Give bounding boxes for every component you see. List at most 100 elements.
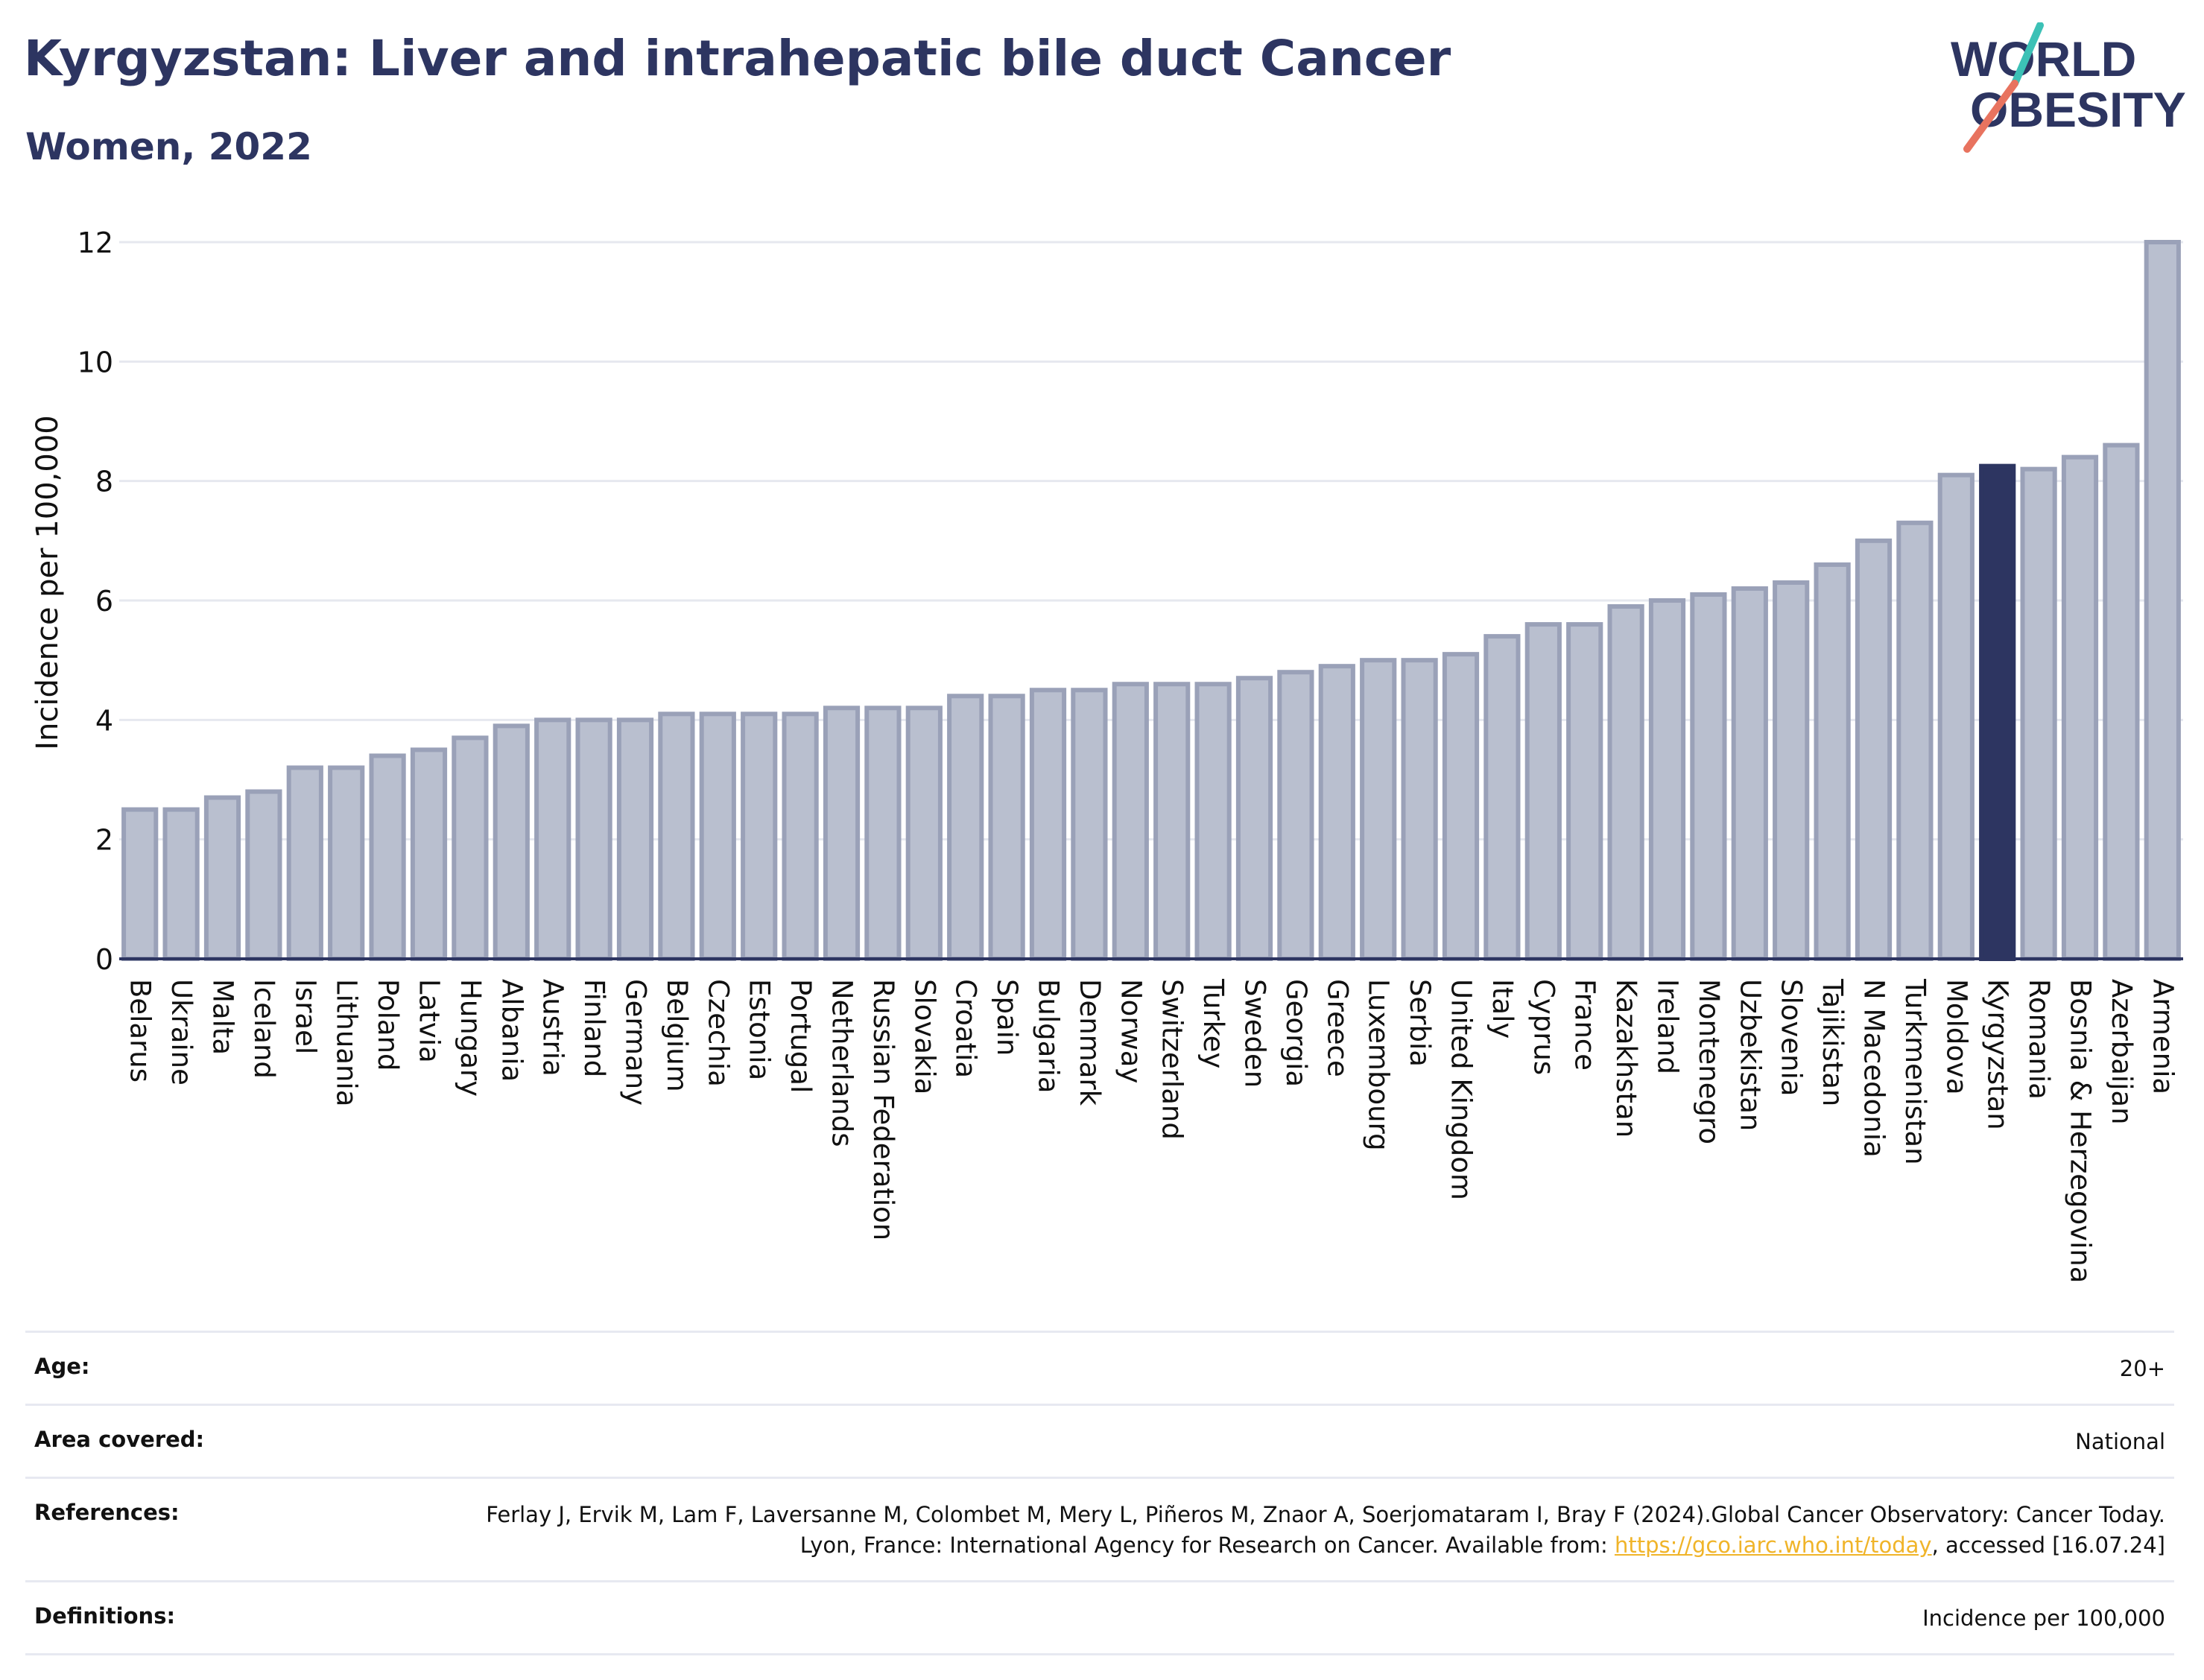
bar-hungary: [452, 735, 489, 962]
x-tick-label: Kazakhstan: [1610, 979, 1642, 1138]
chart-subtitle: Women, 2022: [25, 125, 312, 168]
bar-united-kingdom: [1442, 652, 1480, 962]
x-tick-label: Israel: [289, 979, 321, 1054]
info-table: Age: 20+ Area covered: National Referenc…: [25, 1331, 2174, 1655]
bar-czechia: [699, 711, 736, 961]
bars: [121, 240, 2181, 962]
bar-turkey: [1194, 682, 1232, 961]
bar-spain: [988, 694, 1025, 961]
bar-greece: [1318, 664, 1355, 962]
bar-moldova: [1937, 472, 1975, 961]
x-tick-label: Poland: [372, 979, 404, 1071]
x-tick-label: Hungary: [455, 979, 487, 1097]
bar-germany: [616, 717, 654, 961]
bar-latvia: [410, 747, 448, 962]
x-tick-label: Luxembourg: [1363, 979, 1395, 1151]
x-tick-label: Romania: [2023, 979, 2055, 1100]
x-tick-label: Malta: [207, 979, 239, 1055]
x-tick-label: Austria: [537, 979, 569, 1077]
references-link[interactable]: https://gco.iarc.who.int/today: [1614, 1532, 1932, 1558]
y-tick-labels: 0 2 4 6 8 10 12: [77, 226, 113, 976]
x-tick-label: Tajikistan: [1817, 978, 1849, 1106]
chart-title: Kyrgyzstan: Liver and intrahepatic bile …: [24, 30, 1451, 87]
bar-cyprus: [1524, 622, 1562, 961]
bar-albania: [493, 723, 530, 961]
x-tick-label: France: [1569, 979, 1601, 1071]
bar-austria: [534, 717, 571, 961]
x-tick-label: Georgia: [1280, 979, 1312, 1087]
bar-france: [1566, 622, 1603, 961]
references-label: References:: [34, 1500, 180, 1525]
definitions-label: Definitions:: [34, 1603, 176, 1629]
bar-slovenia: [1773, 580, 1810, 961]
logo-slash-coral: [1963, 80, 2018, 153]
logo-slash-teal: [2011, 22, 2044, 87]
x-tick-label: Belgium: [661, 979, 693, 1092]
y-tick-label: 4: [95, 704, 113, 737]
y-tick-label: 6: [95, 585, 113, 618]
x-tick-label: Ukraine: [165, 979, 197, 1085]
x-tick-label: Bulgaria: [1033, 979, 1065, 1093]
info-row-definitions: Definitions: Incidence per 100,000: [25, 1580, 2174, 1655]
bar-ukraine: [162, 807, 200, 962]
x-tick-label: Moldova: [1940, 979, 1972, 1095]
x-tick-label: Armenia: [2147, 979, 2179, 1094]
x-tick-label: Albania: [495, 979, 528, 1082]
x-tick-label: Czechia: [702, 979, 734, 1087]
y-tick-label: 8: [95, 466, 113, 498]
bar-chart: 0 2 4 6 8 10 12 Belarus Ukraine Malta Iceland Isra…: [31, 226, 2183, 1283]
area-value: National: [2075, 1429, 2165, 1454]
x-tick-label: Denmark: [1074, 979, 1106, 1106]
logo-line-world: WORLD: [1951, 31, 2136, 86]
bar-russian-federation: [864, 706, 902, 961]
bar-azerbaijan: [2103, 443, 2140, 961]
x-tick-label: Azerbaijan: [2106, 979, 2138, 1125]
x-tick-label: Cyprus: [1527, 979, 1559, 1075]
x-tick-label: Estonia: [744, 979, 776, 1080]
x-tick-label: Italy: [1486, 979, 1519, 1039]
x-tick-label: Croatia: [950, 979, 982, 1078]
x-tick-label: Turkmenistan: [1899, 978, 1931, 1165]
bar-sweden: [1235, 676, 1273, 961]
x-tick-label: Slovakia: [908, 979, 940, 1094]
x-tick-label: Lithuania: [331, 979, 363, 1106]
bar-malta: [203, 795, 241, 962]
bar-serbia: [1401, 658, 1438, 962]
bar-finland: [575, 717, 612, 961]
x-tick-label: Switzerland: [1156, 979, 1188, 1140]
bar-croatia: [947, 694, 984, 961]
bar-kyrgyzstan: [1979, 463, 2016, 961]
bar-belarus: [121, 807, 159, 962]
bar-italy: [1483, 634, 1521, 961]
bar-iceland: [245, 789, 282, 961]
references-accessed: , accessed [16.07.24]: [1931, 1532, 2165, 1558]
bar-israel: [286, 765, 323, 961]
y-tick-label: 2: [95, 824, 113, 857]
bar-tajikistan: [1814, 562, 1851, 961]
bar-uzbekistan: [1731, 586, 1768, 961]
area-label: Area covered:: [34, 1427, 205, 1452]
bar-denmark: [1071, 688, 1108, 961]
x-tick-label: Bosnia & Herzegovina: [2065, 979, 2097, 1283]
y-tick-label: 10: [77, 346, 113, 378]
x-tick-label: Norway: [1115, 979, 1147, 1083]
x-tick-label: Montenegro: [1693, 979, 1725, 1144]
bar-turkmenistan: [1896, 520, 1934, 961]
bar-lithuania: [328, 765, 365, 961]
bar-armenia: [2144, 240, 2181, 961]
bar-estonia: [741, 711, 778, 961]
bar-romania: [2020, 466, 2057, 961]
bar-portugal: [782, 711, 819, 961]
bar-luxembourg: [1360, 658, 1397, 962]
definitions-value: Incidence per 100,000: [1922, 1605, 2165, 1631]
bar-georgia: [1277, 670, 1314, 961]
x-tick-label: Kyrgyzstan: [1982, 979, 2014, 1130]
x-tick-label: Ireland: [1652, 979, 1684, 1074]
x-tick-label: Slovenia: [1776, 979, 1808, 1096]
bar-montenegro: [1690, 592, 1727, 961]
x-tick-label: Netherlands: [826, 979, 858, 1147]
bar-bosnia-herzegovina: [2061, 454, 2099, 961]
bar-bulgaria: [1029, 688, 1067, 961]
x-tick-label: Latvia: [414, 979, 446, 1063]
y-tick-label: 12: [77, 226, 113, 259]
